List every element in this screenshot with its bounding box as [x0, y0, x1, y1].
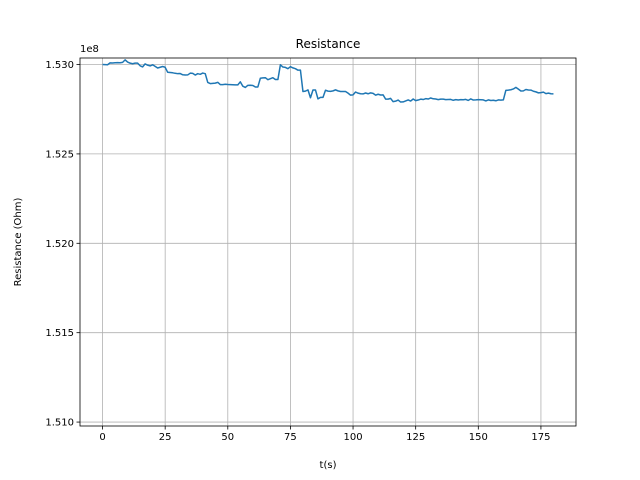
chart-title: Resistance — [296, 37, 361, 51]
x-tick-label: 75 — [284, 432, 297, 443]
x-tick-label: 100 — [344, 432, 363, 443]
data-line — [102, 59, 554, 103]
x-tick-label: 175 — [531, 432, 550, 443]
x-tick-label: 150 — [469, 432, 488, 443]
y-offset-label: 1e8 — [80, 44, 99, 55]
y-tick-label: 1.520 — [45, 239, 74, 250]
x-axis-label: t(s) — [320, 460, 337, 471]
y-axis-label: Resistance (Ohm) — [13, 197, 24, 286]
y-tick-label: 1.515 — [45, 328, 74, 339]
x-tick-label: 50 — [221, 432, 234, 443]
y-tick-label: 1.525 — [45, 149, 74, 160]
y-tick-label: 1.510 — [45, 418, 74, 429]
y-tick-label: 1.530 — [45, 60, 74, 71]
x-tick-label: 0 — [99, 432, 105, 443]
x-tick-label: 125 — [406, 432, 425, 443]
axes-frame — [79, 57, 577, 427]
x-tick-label: 25 — [159, 432, 172, 443]
